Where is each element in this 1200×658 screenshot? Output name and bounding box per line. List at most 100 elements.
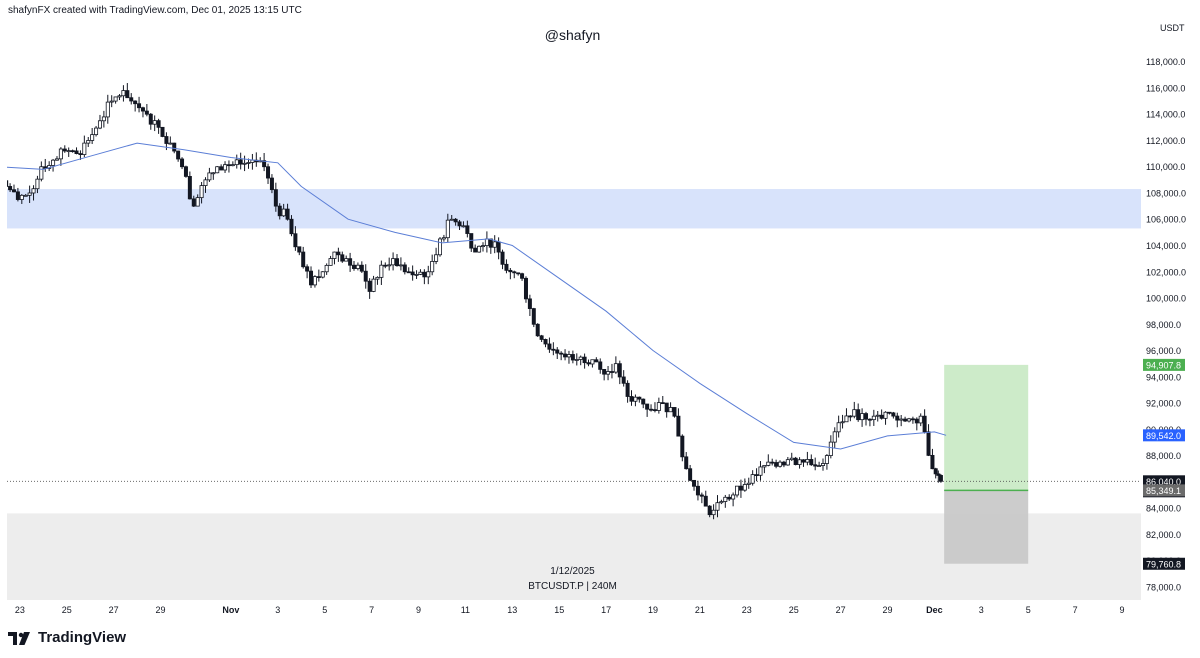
candle-body-down [269, 177, 274, 191]
candle [453, 218, 458, 226]
candle [613, 356, 618, 374]
candle-body-up [168, 142, 173, 145]
candle [305, 264, 310, 279]
candle-body-down [148, 113, 153, 125]
candle [320, 271, 325, 279]
tradingview-logo[interactable]: TradingView [8, 629, 126, 646]
candle-body-up [574, 359, 579, 361]
candle-body-down [62, 148, 67, 152]
candle-body-down [649, 408, 654, 411]
candle-body-down [543, 339, 548, 345]
date-label: 1/12/2025 [550, 566, 595, 577]
candle-body-down [465, 225, 470, 234]
candle-body-up [906, 418, 911, 422]
candle-body-up [821, 463, 826, 466]
candle [328, 255, 333, 266]
candle-body-up [371, 278, 376, 292]
candle [703, 490, 708, 507]
candle [883, 411, 888, 425]
candle [395, 254, 400, 267]
candle [156, 118, 161, 134]
candle-body-up [82, 142, 87, 155]
candle [824, 454, 829, 470]
candle [758, 461, 763, 481]
candle [778, 460, 783, 468]
candle-body-down [926, 431, 931, 456]
plot-area [7, 83, 1141, 600]
x-tick-label: 29 [156, 605, 166, 615]
candle [176, 150, 181, 162]
x-tick-label: 7 [369, 605, 374, 615]
candle-body-up [860, 413, 865, 421]
candle-body-down [664, 402, 669, 413]
candle [688, 464, 693, 482]
candle-body-down [703, 495, 708, 507]
candle [770, 458, 775, 466]
candle-body-down [774, 462, 779, 467]
candle-body-up [86, 140, 91, 144]
candle-body-up [39, 166, 44, 180]
candle-body-up [899, 418, 904, 421]
candle [254, 152, 259, 167]
candle [336, 247, 341, 262]
candle-body-down [11, 189, 16, 193]
candle [469, 233, 474, 252]
candle [936, 470, 941, 483]
candle [606, 365, 611, 381]
candle [289, 215, 294, 237]
candle [437, 236, 442, 257]
candle [383, 262, 388, 269]
candle [62, 145, 67, 153]
candle-body-up [117, 95, 122, 98]
candle [355, 262, 360, 271]
candle-body-down [500, 251, 505, 265]
candle-body-down [598, 361, 603, 370]
candle [445, 213, 450, 243]
x-tick-label: 13 [507, 605, 517, 615]
candle [266, 163, 271, 184]
candle-body-up [918, 415, 923, 424]
candle [715, 495, 720, 518]
candle-body-up [430, 261, 435, 273]
candle [535, 323, 540, 337]
candle [922, 409, 927, 434]
candle [789, 452, 794, 462]
candle [281, 203, 286, 218]
candle [140, 106, 145, 118]
candle [621, 370, 626, 387]
candle-body-up [715, 502, 720, 511]
candle-body-down [316, 276, 321, 279]
candle-body-down [879, 414, 884, 419]
candle [504, 259, 509, 274]
candle-body-up [398, 264, 403, 267]
candle-body-down [551, 348, 556, 351]
x-tick-label: 9 [1119, 605, 1124, 615]
candle-body-up [320, 271, 325, 278]
candle-body-down [340, 254, 345, 262]
candle-body-down [680, 435, 685, 458]
candle-body-down [586, 362, 591, 365]
candle [852, 401, 857, 419]
candle [137, 96, 142, 113]
candle [133, 100, 138, 112]
candle [695, 480, 700, 501]
candle [207, 167, 212, 182]
candle [910, 416, 915, 424]
candle [918, 413, 923, 427]
candle-body-up [211, 172, 216, 175]
candle [90, 128, 95, 145]
candle-body-up [328, 258, 333, 266]
candle [168, 136, 173, 145]
supply-zone [7, 189, 1141, 229]
candle [754, 468, 759, 482]
candle-body-down [903, 418, 908, 422]
candle [129, 93, 134, 105]
candle-body-down [336, 251, 341, 256]
candle-body-down [164, 136, 169, 144]
candle [637, 396, 642, 403]
candle [82, 135, 87, 158]
candle [793, 456, 798, 466]
candle [926, 424, 931, 457]
candle [523, 276, 528, 303]
